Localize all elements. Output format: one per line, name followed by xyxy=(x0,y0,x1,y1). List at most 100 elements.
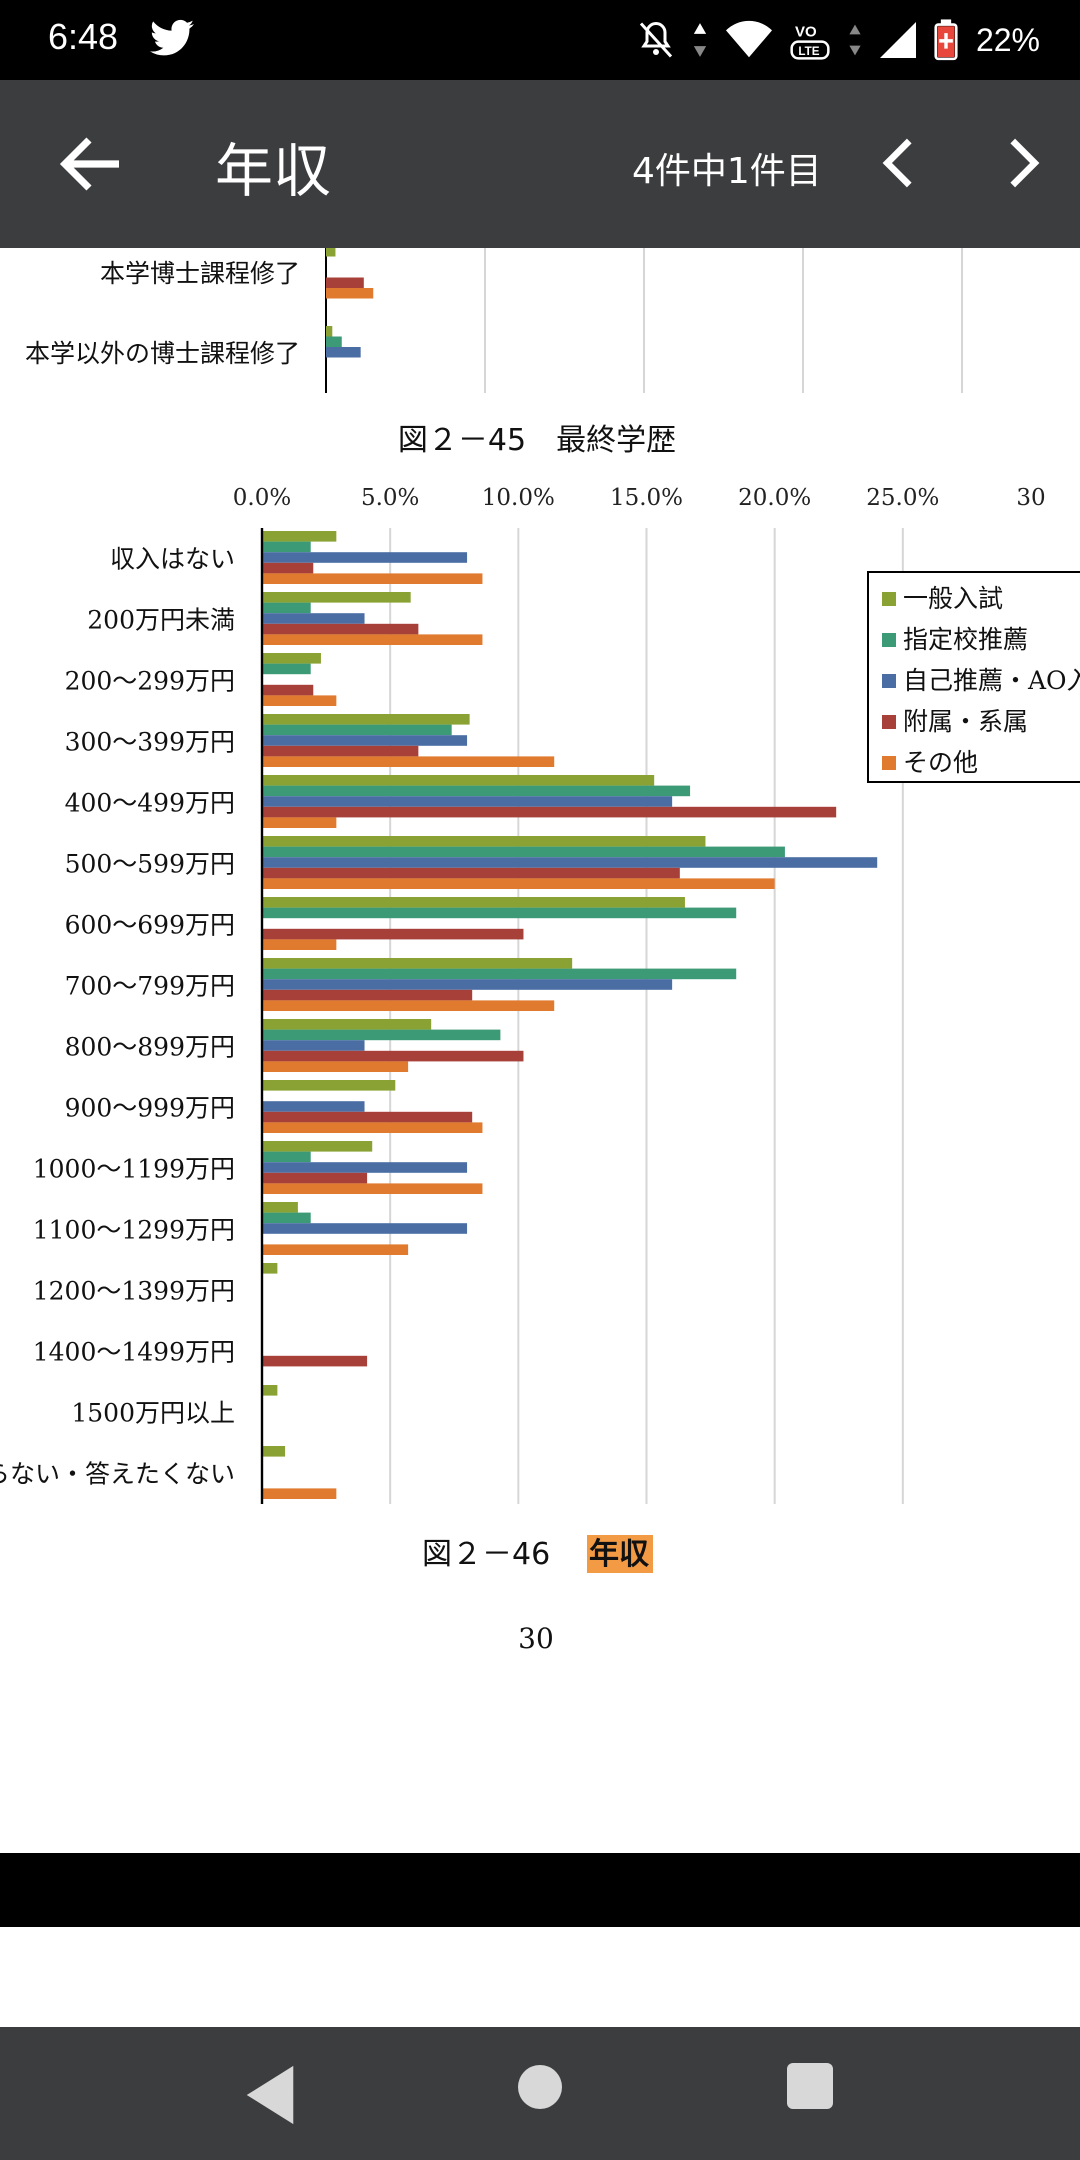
data-bar xyxy=(262,1244,409,1255)
data-bar xyxy=(262,684,314,696)
data-bar xyxy=(262,785,691,797)
data-bar xyxy=(262,735,468,746)
data-bar xyxy=(262,1202,298,1213)
navigation-bar xyxy=(0,2027,1080,2160)
category-label: 1400～1499万円 xyxy=(33,1338,235,1367)
battery-percent: 22% xyxy=(975,21,1040,58)
wifi-icon xyxy=(725,20,772,58)
notifications-off-icon xyxy=(639,21,673,58)
twitter-icon xyxy=(150,19,194,56)
category-label: 200万円未満 xyxy=(87,606,235,635)
chevron-right-icon[interactable] xyxy=(988,130,1054,196)
data-bar xyxy=(262,724,452,736)
svg-text:VO: VO xyxy=(795,24,817,41)
data-bar xyxy=(262,1101,365,1112)
nav-back-icon[interactable] xyxy=(240,2063,300,2127)
data-bar xyxy=(262,1019,432,1030)
battery-icon xyxy=(934,19,958,61)
x-tick-label: 5.0% xyxy=(361,485,419,511)
signal-icon xyxy=(879,22,916,58)
prev-category-label: 本学以外の博士課程修了 xyxy=(25,339,300,368)
nav-home-icon[interactable] xyxy=(518,2065,562,2109)
data-bar xyxy=(262,1172,368,1184)
x-tick-label: 10.0% xyxy=(482,485,555,511)
prev-bar xyxy=(326,326,333,337)
legend-label: 附属・系属 xyxy=(903,707,1028,736)
chevron-left-icon[interactable] xyxy=(868,130,934,196)
data-bar xyxy=(262,695,337,706)
prev-bar xyxy=(326,336,342,347)
svg-text:LTE: LTE xyxy=(798,45,819,58)
data-bar xyxy=(262,1122,483,1133)
data-bar xyxy=(262,817,337,828)
page-separator xyxy=(0,1853,1080,1927)
x-tick-label: 30 xyxy=(1016,485,1045,511)
document-viewer[interactable]: 本学博士課程修了 本学以外の博士課程修了 図２－45 最終学歴 0.0% 5.0% 10.… xyxy=(0,248,1080,1853)
data-bar xyxy=(262,857,878,868)
data-bar xyxy=(262,979,673,990)
chart-caption-highlight: 年収 xyxy=(589,1537,650,1572)
page-title: 年収 xyxy=(215,137,332,205)
category-label: 600～699万円 xyxy=(65,911,235,940)
data-bar xyxy=(262,836,706,847)
legend-label: その他 xyxy=(903,748,978,777)
data-bar xyxy=(262,939,337,950)
data-bar xyxy=(262,1212,311,1224)
data-bar xyxy=(262,613,365,624)
legend-swatch xyxy=(882,592,896,606)
data-bar xyxy=(262,968,737,980)
search-match-count: 4件中1件目 xyxy=(632,151,822,192)
data-bar xyxy=(262,1111,473,1123)
data-bar xyxy=(262,531,337,542)
data-bar xyxy=(262,1355,368,1367)
x-tick-label: 0.0% xyxy=(233,485,291,511)
data-bar xyxy=(262,878,775,889)
legend-label: 一般入試 xyxy=(903,584,1003,613)
prev-bar xyxy=(326,277,364,288)
data-bar xyxy=(262,573,483,584)
prev-bar xyxy=(326,248,336,257)
data-bar xyxy=(262,634,483,645)
data-bar xyxy=(262,756,555,767)
legend-swatch xyxy=(882,633,896,647)
search-highlight xyxy=(587,1535,653,1573)
category-label: 400～499万円 xyxy=(65,789,235,818)
legend-label: 指定校推薦 xyxy=(903,625,1028,654)
data-bar xyxy=(262,592,411,603)
volte-icon: VO LTE xyxy=(790,24,830,60)
category-label: 1000～1199万円 xyxy=(33,1155,235,1184)
back-arrow-icon[interactable] xyxy=(56,128,128,200)
prev-chart-caption: 図２－45 最終学歴 xyxy=(398,423,676,458)
nav-recents-icon[interactable] xyxy=(787,2063,833,2109)
data-bar xyxy=(262,1000,555,1011)
data-bar xyxy=(262,1488,337,1499)
x-tick-label: 20.0% xyxy=(738,485,811,511)
data-arrows-icon xyxy=(693,23,707,57)
data-bar xyxy=(262,714,470,725)
signal-arrows-icon xyxy=(849,24,861,56)
data-bar xyxy=(262,1223,468,1234)
data-bar xyxy=(262,745,419,757)
data-bar xyxy=(262,653,321,664)
category-label: 収入はない xyxy=(110,545,235,574)
prev-bar xyxy=(326,288,374,299)
category-label: 500～599万円 xyxy=(65,850,235,879)
data-bar xyxy=(262,663,311,675)
status-bar: 6:48 VO LTE 22% xyxy=(0,0,1080,80)
data-bar xyxy=(262,1080,396,1091)
prev-bar xyxy=(326,347,361,358)
data-bar xyxy=(262,907,737,919)
category-label: 800～899万円 xyxy=(65,1033,235,1062)
data-bar xyxy=(262,989,473,1001)
data-bar xyxy=(262,1183,483,1194)
category-label: 900～999万円 xyxy=(65,1094,235,1123)
status-time: 6:48 xyxy=(48,16,119,57)
data-bar xyxy=(262,928,524,940)
legend-swatch xyxy=(882,715,896,729)
status-icons: VO LTE 22% xyxy=(638,14,1040,66)
data-bar xyxy=(262,796,673,807)
data-bar xyxy=(262,1162,468,1173)
data-bar xyxy=(262,846,785,858)
category-label: らない・答えたくない xyxy=(0,1460,235,1489)
